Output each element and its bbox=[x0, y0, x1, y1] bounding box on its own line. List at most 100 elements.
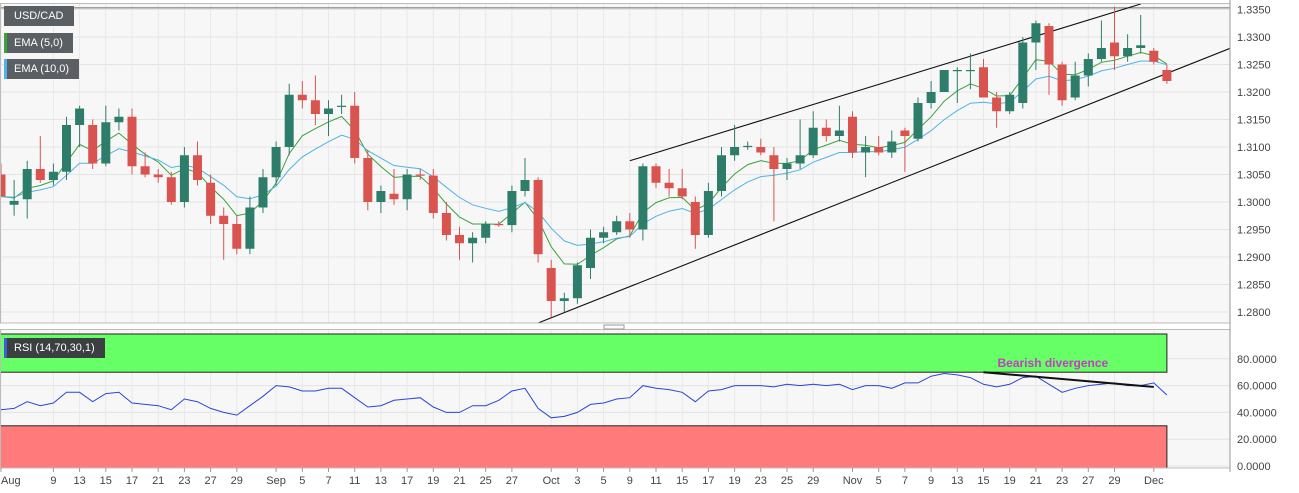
candle bbox=[62, 116, 71, 180]
x-tick-label: 9 bbox=[627, 475, 633, 487]
candle-body bbox=[900, 130, 910, 136]
candle bbox=[219, 207, 229, 260]
candle-body bbox=[389, 193, 399, 200]
candle-body bbox=[952, 70, 962, 72]
candle bbox=[1031, 20, 1041, 70]
rsi-tick-label: 60.0000 bbox=[1237, 381, 1277, 393]
candle-body bbox=[350, 105, 360, 158]
candle-body bbox=[127, 116, 137, 167]
candle bbox=[559, 292, 569, 312]
x-tick-label: Aug bbox=[1, 475, 21, 487]
candle bbox=[140, 152, 150, 178]
divergence-line bbox=[983, 371, 1154, 388]
candle bbox=[310, 75, 320, 125]
candle bbox=[1149, 48, 1159, 65]
candle-body bbox=[245, 207, 255, 249]
candle-body bbox=[297, 94, 307, 101]
candle-body bbox=[114, 116, 124, 123]
candle bbox=[717, 147, 726, 197]
candle-body bbox=[1123, 48, 1133, 57]
candle-body bbox=[337, 105, 347, 107]
candle-body bbox=[324, 108, 333, 114]
x-tick-label: 13 bbox=[951, 475, 963, 487]
x-tick-label: 19 bbox=[1004, 475, 1016, 487]
x-tick-label: 13 bbox=[375, 475, 387, 487]
candle-body bbox=[979, 67, 988, 98]
symbol-legend[interactable]: USD/CAD bbox=[4, 6, 74, 26]
candle-body bbox=[559, 298, 569, 301]
x-tick-label: 29 bbox=[807, 475, 819, 487]
x-tick-label: 23 bbox=[1056, 475, 1068, 487]
candle bbox=[821, 119, 831, 142]
x-tick-label: 15 bbox=[676, 475, 688, 487]
candle bbox=[271, 141, 281, 186]
candle bbox=[88, 119, 98, 169]
oversold-zone bbox=[0, 425, 1168, 469]
candle-body bbox=[834, 130, 844, 136]
candle bbox=[900, 127, 910, 172]
candle-body bbox=[284, 94, 294, 147]
candle-body bbox=[599, 232, 609, 238]
candle-body bbox=[1070, 75, 1080, 98]
candle bbox=[546, 259, 556, 318]
candle-body bbox=[1136, 45, 1146, 48]
candle-body bbox=[219, 215, 229, 224]
candle-body bbox=[533, 180, 543, 255]
candle-body bbox=[1083, 59, 1093, 76]
x-tick-label: 25 bbox=[781, 475, 793, 487]
candle bbox=[533, 177, 543, 263]
candle bbox=[363, 149, 373, 211]
candle-body bbox=[206, 182, 216, 216]
x-tick-label: 3 bbox=[574, 475, 580, 487]
candle bbox=[795, 119, 805, 169]
candle-body bbox=[376, 191, 386, 202]
candle-body bbox=[1057, 64, 1067, 101]
candle bbox=[75, 105, 85, 147]
candle-body bbox=[756, 147, 766, 153]
x-tick-label: 5 bbox=[299, 475, 305, 487]
candle bbox=[1044, 23, 1054, 95]
price-tick-label: 1.2800 bbox=[1237, 307, 1271, 319]
price-tick-label: 1.3300 bbox=[1237, 32, 1271, 44]
candle-body bbox=[717, 155, 726, 191]
price-tick-label: 1.3050 bbox=[1237, 170, 1271, 182]
price-tick-label: 1.2950 bbox=[1237, 225, 1271, 237]
divergence-annotation: Bearish divergence bbox=[998, 356, 1109, 370]
candle-body bbox=[808, 127, 818, 156]
candle bbox=[127, 108, 137, 175]
ema5-legend[interactable]: EMA (5,0) bbox=[4, 33, 73, 53]
x-tick-label: Dec bbox=[1144, 475, 1164, 487]
candle-body bbox=[415, 174, 425, 176]
candle bbox=[114, 108, 124, 131]
candle-body bbox=[494, 224, 504, 226]
x-tick-label: 21 bbox=[1030, 475, 1042, 487]
candle-body bbox=[179, 155, 189, 202]
candle-body bbox=[638, 166, 648, 230]
candle-body bbox=[677, 188, 687, 197]
candle-body bbox=[1031, 23, 1041, 43]
price-tick-label: 1.3100 bbox=[1237, 142, 1271, 154]
candle bbox=[874, 136, 884, 156]
candle-body bbox=[939, 70, 949, 92]
candle bbox=[22, 160, 32, 219]
x-tick-label: 9 bbox=[928, 475, 934, 487]
rsi-tick-label: 20.0000 bbox=[1237, 434, 1277, 446]
price-tick-label: 1.2900 bbox=[1237, 252, 1271, 264]
candle-body bbox=[271, 147, 281, 178]
candle-body bbox=[612, 221, 622, 233]
x-tick-label: Sep bbox=[266, 475, 286, 487]
candle bbox=[324, 100, 333, 136]
ema10-legend[interactable]: EMA (10,0) bbox=[4, 59, 80, 79]
x-tick-label: 17 bbox=[702, 475, 714, 487]
candle-body bbox=[965, 70, 975, 72]
candle-body bbox=[1110, 42, 1119, 57]
candle-body bbox=[310, 100, 320, 114]
candle bbox=[730, 125, 740, 161]
candle bbox=[481, 221, 491, 244]
rsi-legend[interactable]: RSI (14,70,30,1) bbox=[4, 338, 105, 358]
candle bbox=[769, 147, 779, 222]
candle-body bbox=[232, 224, 242, 249]
price-tick-label: 1.3350 bbox=[1237, 5, 1271, 17]
price-tick-label: 1.3000 bbox=[1237, 197, 1271, 209]
